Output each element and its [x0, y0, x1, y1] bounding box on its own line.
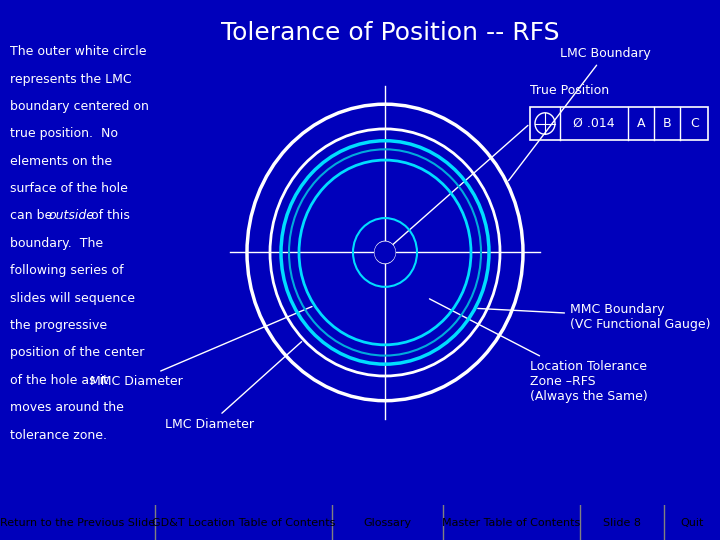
Text: Tolerance of Position -- RFS: Tolerance of Position -- RFS: [221, 22, 559, 45]
Text: MMC Boundary
(VC Functional Gauge): MMC Boundary (VC Functional Gauge): [478, 303, 711, 331]
Text: boundary.  The: boundary. The: [10, 237, 103, 250]
Text: of the hole as it: of the hole as it: [10, 374, 108, 387]
Text: B: B: [662, 117, 671, 130]
Text: the progressive: the progressive: [10, 319, 107, 332]
Text: boundary centered on: boundary centered on: [10, 100, 149, 113]
Text: elements on the: elements on the: [10, 154, 112, 168]
Text: The outer white circle: The outer white circle: [10, 45, 146, 58]
Text: represents the LMC: represents the LMC: [10, 72, 132, 85]
Text: C: C: [690, 117, 699, 130]
Text: moves around the: moves around the: [10, 401, 124, 414]
Text: Master Table of Contents: Master Table of Contents: [442, 518, 580, 528]
Text: can be: can be: [10, 210, 56, 222]
Bar: [530, 107, 708, 140]
Text: MMC Diameter: MMC Diameter: [90, 307, 312, 388]
Text: following series of: following series of: [10, 264, 124, 277]
Text: GD&T Location Table of Contents: GD&T Location Table of Contents: [152, 518, 336, 528]
Text: tolerance zone.: tolerance zone.: [10, 429, 107, 442]
Text: A: A: [636, 117, 645, 130]
Text: position of the center: position of the center: [10, 347, 145, 360]
Text: LMC Diameter: LMC Diameter: [165, 342, 302, 431]
Text: surface of the hole: surface of the hole: [10, 182, 128, 195]
Text: Location Tolerance
Zone –RFS
(Always the Same): Location Tolerance Zone –RFS (Always the…: [429, 299, 648, 403]
Text: True Position: True Position: [530, 84, 609, 97]
Text: Glossary: Glossary: [364, 518, 412, 528]
Text: Ø .014: Ø .014: [573, 117, 615, 130]
Text: Slide 8: Slide 8: [603, 518, 641, 528]
Text: Return to the Previous Slide: Return to the Previous Slide: [0, 518, 155, 528]
Text: true position.  No: true position. No: [10, 127, 118, 140]
Text: outside: outside: [48, 210, 94, 222]
Text: Quit: Quit: [680, 518, 703, 528]
Text: slides will sequence: slides will sequence: [10, 292, 135, 305]
Text: LMC Boundary: LMC Boundary: [508, 47, 651, 181]
Text: of this: of this: [87, 210, 130, 222]
